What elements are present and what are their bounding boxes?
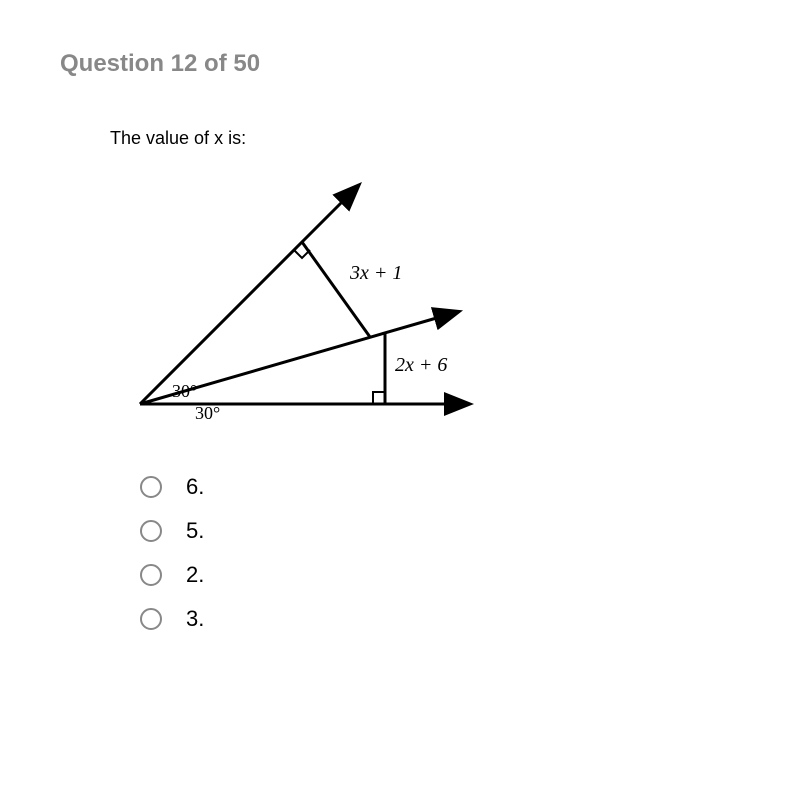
option-row[interactable]: 2. <box>140 562 770 588</box>
options-list: 6. 5. 2. 3. <box>140 474 770 632</box>
perpendicular-top <box>302 242 370 337</box>
radio-icon[interactable] <box>140 476 162 498</box>
option-label: 5. <box>186 518 204 544</box>
question-card: Question 12 of 50 The value of x is: <box>30 30 800 670</box>
option-label: 6. <box>186 474 204 500</box>
triangle-diagram: 30° 30° 3x + 1 2x + 6 <box>110 179 510 439</box>
angle-label-lower: 30° <box>195 403 220 423</box>
segment-label-top: 3x + 1 <box>349 262 402 284</box>
question-header: Question 12 of 50 <box>60 50 770 78</box>
option-row[interactable]: 3. <box>140 606 770 632</box>
angle-label-upper: 30° <box>172 381 197 401</box>
radio-icon[interactable] <box>140 564 162 586</box>
option-label: 2. <box>186 562 204 588</box>
right-angle-marker-top <box>294 250 310 258</box>
segment-label-bottom: 2x + 6 <box>395 354 447 376</box>
right-angle-marker-bottom <box>373 392 385 404</box>
radio-icon[interactable] <box>140 608 162 630</box>
diagram-container: 30° 30° 3x + 1 2x + 6 <box>110 179 770 444</box>
radio-icon[interactable] <box>140 520 162 542</box>
option-row[interactable]: 6. <box>140 474 770 500</box>
option-label: 3. <box>186 606 204 632</box>
question-prompt: The value of x is: <box>110 128 770 149</box>
option-row[interactable]: 5. <box>140 518 770 544</box>
